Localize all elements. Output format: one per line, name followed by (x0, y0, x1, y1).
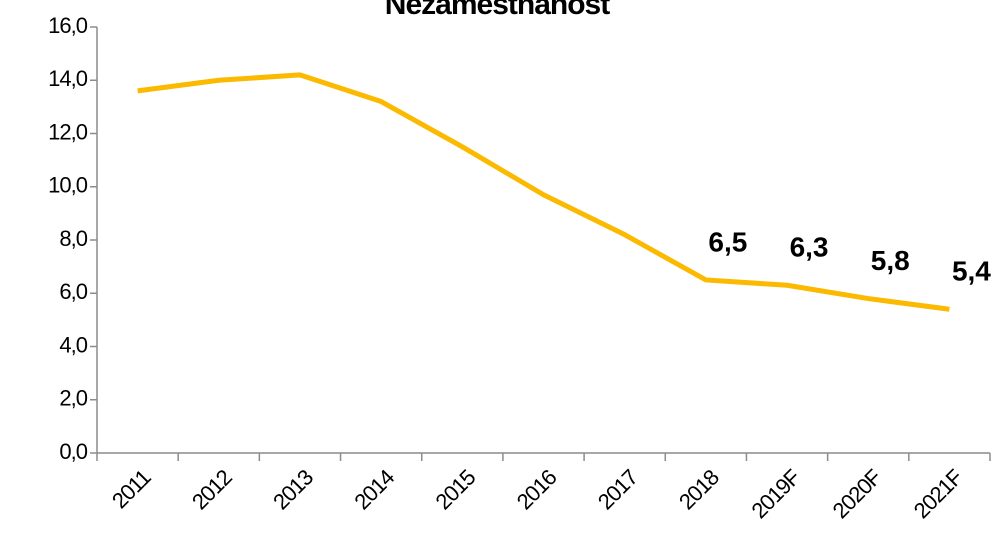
y-tick-label: 4,0 (59, 332, 87, 357)
y-tick-label: 14,0 (48, 66, 88, 91)
x-tick-label: 2020F (828, 465, 887, 524)
data-label: 6,3 (790, 232, 829, 263)
y-tick-label: 0,0 (59, 439, 87, 464)
y-tick-label: 8,0 (59, 226, 87, 251)
y-tick-label: 2,0 (59, 386, 87, 411)
x-tick-label: 2019F (746, 465, 805, 524)
x-tick-label: 2021F (909, 465, 968, 524)
x-tick-label: 2017 (593, 464, 643, 514)
data-label: 6,5 (708, 226, 747, 257)
x-tick-label: 2016 (512, 464, 562, 514)
data-label: 5,4 (952, 256, 991, 287)
x-tick-label: 2015 (430, 464, 480, 514)
x-tick-label: 2014 (349, 464, 399, 514)
y-tick-label: 10,0 (48, 173, 88, 198)
x-tick-label: 2011 (107, 464, 156, 513)
x-tick-label: 2018 (674, 464, 724, 514)
y-tick-label: 16,0 (48, 13, 88, 38)
chart-title: Nezamestnanost (385, 0, 610, 21)
x-tick-label: 2013 (268, 464, 318, 514)
y-tick-label: 12,0 (48, 119, 88, 144)
y-tick-label: 6,0 (59, 279, 87, 304)
x-tick-label: 2012 (187, 464, 237, 514)
series-line (137, 72, 950, 312)
data-label: 5,8 (871, 245, 910, 276)
